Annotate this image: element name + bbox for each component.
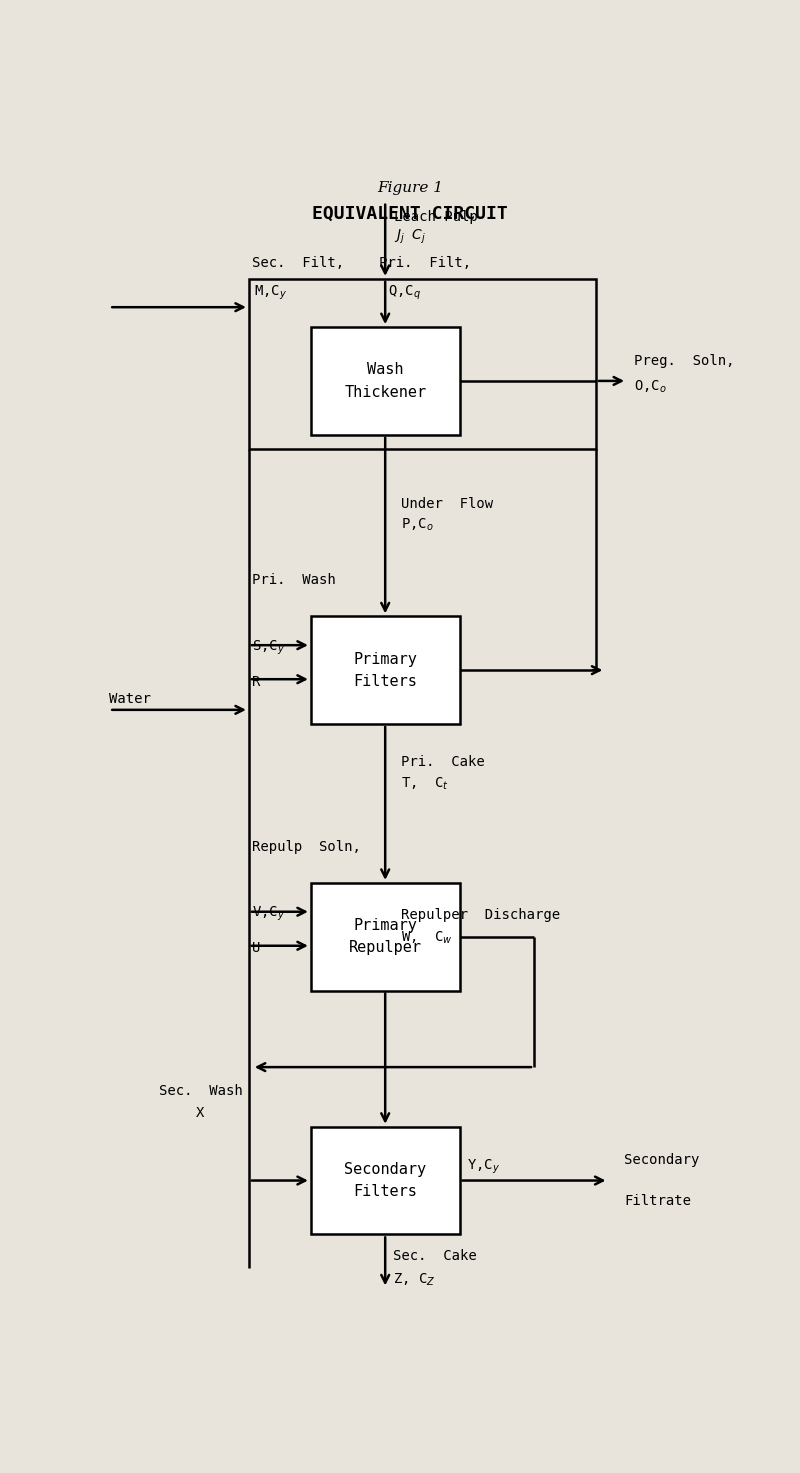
Text: S,C$_y$: S,C$_y$ — [252, 638, 285, 657]
Text: Pri.  Wash: Pri. Wash — [252, 573, 336, 588]
Text: Q,C$_q$: Q,C$_q$ — [388, 283, 422, 302]
Text: Leach Pulp: Leach Pulp — [394, 209, 478, 224]
Text: V,C$_y$: V,C$_y$ — [252, 904, 285, 924]
Text: Filtrate: Filtrate — [624, 1195, 691, 1208]
Text: Pri.  Cake: Pri. Cake — [401, 756, 485, 769]
Text: X: X — [196, 1106, 205, 1121]
Text: Repulper  Discharge: Repulper Discharge — [401, 909, 560, 922]
Text: M,C$_y$: M,C$_y$ — [254, 283, 287, 302]
Text: Y,C$_y$: Y,C$_y$ — [467, 1158, 500, 1175]
Text: Pri.  Filt,: Pri. Filt, — [379, 256, 471, 270]
Text: Primary
Repulper: Primary Repulper — [349, 918, 422, 956]
Text: Sec.  Wash: Sec. Wash — [159, 1084, 242, 1097]
Text: Z, C$_Z$: Z, C$_Z$ — [393, 1271, 435, 1287]
Text: Figure 1: Figure 1 — [377, 181, 443, 196]
Text: Secondary
Filters: Secondary Filters — [344, 1162, 426, 1199]
FancyBboxPatch shape — [310, 327, 459, 435]
Text: Wash
Thickener: Wash Thickener — [344, 362, 426, 399]
Text: Water: Water — [110, 692, 151, 707]
Text: Sec.  Cake: Sec. Cake — [393, 1249, 476, 1262]
FancyBboxPatch shape — [310, 1127, 459, 1234]
Text: Secondary: Secondary — [624, 1153, 699, 1167]
Text: P,C$_o$: P,C$_o$ — [401, 517, 434, 533]
Text: Repulp  Soln,: Repulp Soln, — [252, 840, 361, 854]
FancyBboxPatch shape — [310, 616, 459, 725]
Text: O,C$_o$: O,C$_o$ — [634, 379, 667, 395]
Text: Preg.  Soln,: Preg. Soln, — [634, 354, 735, 367]
Text: W,  C$_w$: W, C$_w$ — [401, 929, 453, 946]
Text: Primary
Filters: Primary Filters — [354, 651, 417, 689]
Text: $J_j$ $C_j$: $J_j$ $C_j$ — [394, 228, 426, 246]
FancyBboxPatch shape — [310, 882, 459, 990]
Text: Under  Flow: Under Flow — [401, 496, 493, 511]
Text: Sec.  Filt,: Sec. Filt, — [252, 256, 344, 270]
Text: R: R — [252, 675, 260, 689]
Text: T,  C$_t$: T, C$_t$ — [401, 776, 449, 792]
Text: U: U — [252, 941, 260, 955]
Text: EQUIVALENT CIRCUIT: EQUIVALENT CIRCUIT — [312, 205, 508, 222]
